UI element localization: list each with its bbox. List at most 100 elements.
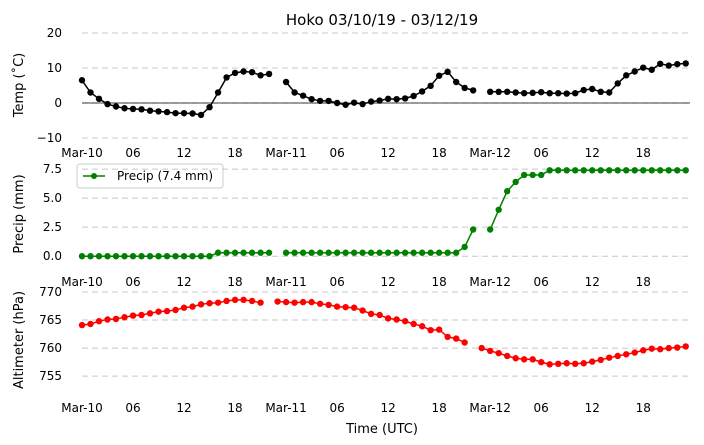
- temp-point: [265, 70, 273, 78]
- precip-point: [138, 252, 145, 260]
- precip-point: [674, 167, 681, 174]
- temp-point: [376, 97, 383, 104]
- temp-point: [520, 90, 528, 97]
- altimeter-point: [121, 314, 128, 321]
- precip-point: [486, 226, 494, 233]
- precip-point: [265, 249, 273, 256]
- temp-point: [282, 78, 290, 86]
- altimeter-point: [563, 360, 570, 367]
- precip-xtick-label: 18: [227, 275, 242, 289]
- precip-xtick-label: 12: [176, 275, 191, 289]
- temp-point: [197, 111, 205, 119]
- altimeter-point: [674, 344, 681, 351]
- precip-point: [367, 249, 375, 256]
- x-axis-label: Time (UTC): [345, 422, 418, 437]
- precip-point: [325, 249, 332, 256]
- precip-point: [146, 252, 154, 260]
- altimeter-point: [333, 303, 341, 310]
- precip-xtick-label: Mar-12: [469, 275, 510, 289]
- precip-point: [461, 243, 468, 251]
- precip-point: [444, 249, 451, 256]
- temp-point: [418, 88, 426, 95]
- temp-point: [495, 88, 502, 96]
- precip-ytick-label: 5.0: [43, 191, 62, 205]
- altimeter-point: [512, 355, 519, 362]
- altimeter-point: [350, 304, 358, 311]
- temp-point: [648, 66, 655, 73]
- temp-ytick-label: 10: [47, 61, 62, 75]
- temp-point: [554, 90, 562, 97]
- temp-point: [623, 72, 630, 79]
- altimeter-point: [580, 360, 587, 367]
- altimeter-point: [316, 300, 324, 307]
- precip-point: [376, 249, 383, 256]
- precip-point: [401, 249, 409, 256]
- precip-point: [155, 252, 162, 260]
- altimeter-xtick-label: 12: [585, 401, 600, 415]
- temp-point: [163, 108, 171, 116]
- precip-point: [648, 167, 655, 174]
- precip-point: [231, 249, 239, 256]
- precip-xtick-label: 12: [585, 275, 600, 289]
- temp-xtick-label: 18: [636, 146, 651, 160]
- altimeter-point: [180, 304, 188, 311]
- altimeter-point: [240, 296, 247, 304]
- altimeter-xtick-label: 06: [534, 401, 549, 415]
- altimeter-xtick-label: 18: [636, 401, 651, 415]
- altimeter-point: [274, 298, 281, 305]
- altimeter-point: [546, 361, 553, 368]
- precip-legend: Precip (7.4 mm): [76, 163, 224, 189]
- precip-point: [682, 167, 689, 174]
- temp-xtick-label: 06: [125, 146, 140, 160]
- precip-point: [623, 167, 630, 174]
- temp-point: [206, 104, 213, 111]
- precip-point: [589, 167, 596, 174]
- temp-xtick-label: 12: [380, 146, 395, 160]
- altimeter-point: [478, 344, 485, 352]
- altimeter-point: [104, 316, 111, 323]
- precip-point: [469, 226, 477, 233]
- figure-title: Hoko 03/10/19 - 03/12/19: [286, 11, 478, 29]
- precip-point: [597, 167, 604, 174]
- altimeter-point: [197, 301, 205, 308]
- temp-point: [325, 97, 332, 105]
- temp-point: [444, 68, 451, 76]
- altimeter-ytick-label: 760: [39, 341, 62, 355]
- altimeter-point: [640, 347, 647, 354]
- precip-point: [427, 249, 434, 256]
- precip-point: [657, 167, 664, 174]
- altimeter-point: [537, 358, 545, 366]
- temp-panel: Temp (˚C) −10 0 10 20 Mar-10 06 12 18 Mar-11 06 12…: [11, 26, 690, 160]
- precip-point: [631, 167, 638, 174]
- altimeter-xtick-label: Mar-12: [469, 401, 510, 415]
- precip-point: [299, 249, 307, 256]
- precip-point: [410, 249, 417, 256]
- temp-point: [427, 82, 434, 90]
- precip-xtick-label: 18: [432, 275, 447, 289]
- altimeter-point: [291, 299, 298, 306]
- temp-point: [138, 106, 145, 113]
- altimeter-point: [657, 346, 664, 353]
- altimeter-point: [231, 296, 239, 304]
- altimeter-ylabel: Altimeter (hPa): [12, 291, 27, 389]
- precip-ytick-label: 0.0: [43, 249, 62, 263]
- temp-point: [435, 72, 443, 79]
- altimeter-point: [520, 356, 528, 363]
- temp-point: [367, 98, 375, 105]
- precip-point: [206, 252, 213, 260]
- precip-xtick-label: 06: [534, 275, 549, 289]
- temp-point: [589, 85, 596, 93]
- precip-point: [606, 167, 613, 174]
- altimeter-point: [606, 354, 613, 361]
- precip-ytick-label: 2.5: [43, 220, 62, 234]
- precip-point: [563, 167, 570, 174]
- precip-point: [580, 167, 587, 174]
- altimeter-point: [189, 303, 196, 310]
- altimeter-point: [308, 298, 315, 306]
- temp-point: [393, 95, 400, 103]
- altimeter-point: [95, 317, 103, 325]
- altimeter-point: [257, 299, 264, 306]
- altimeter-point: [78, 321, 86, 329]
- precip-xtick-label: Mar-10: [61, 275, 102, 289]
- altimeter-point: [418, 323, 426, 330]
